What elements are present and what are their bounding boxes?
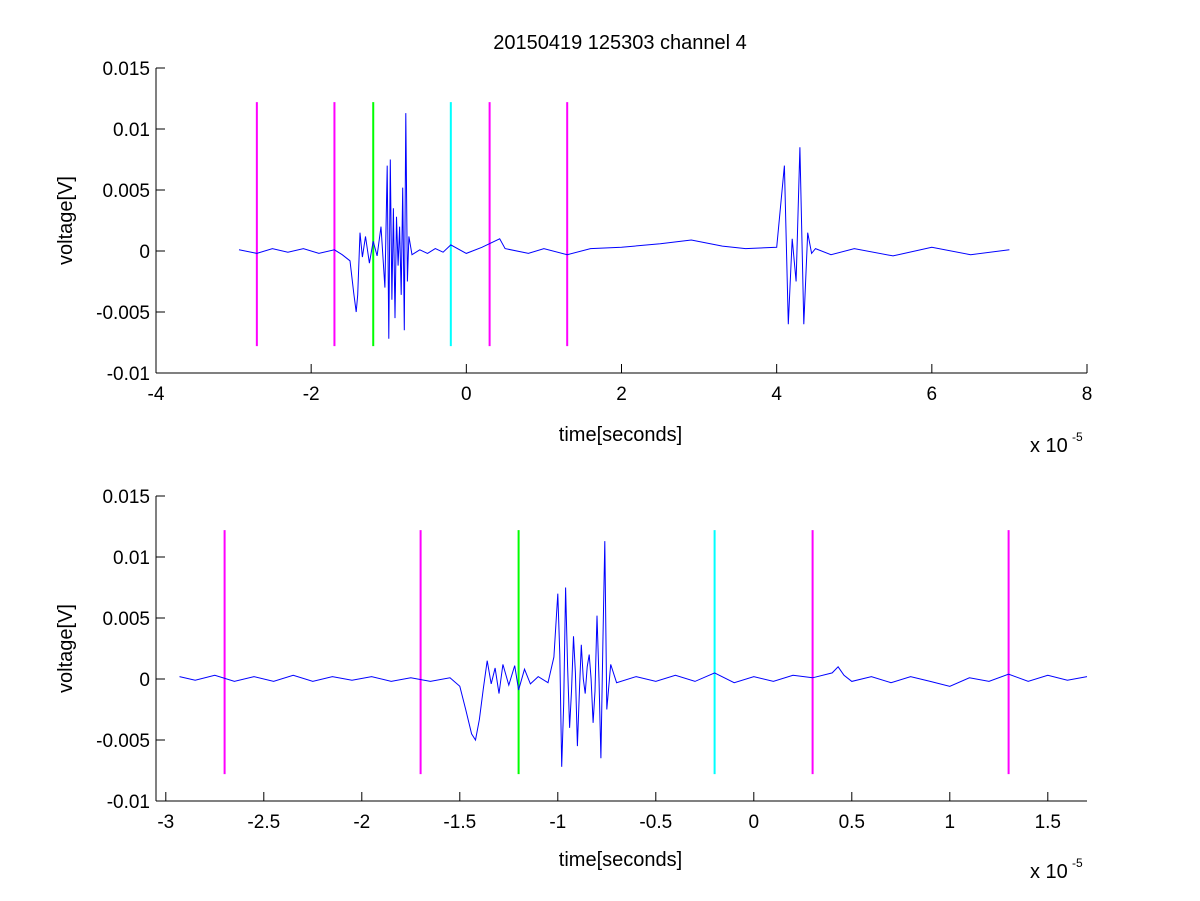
bottom-x-tick-label: -1.5 (443, 812, 476, 833)
bottom-y-axis-label: voltage[V] (55, 604, 77, 693)
plot-top: -4 -2 0 2 4 6 8 -0.01 -0.005 0 0.005 0.01 0.015 time[… (55, 59, 1092, 457)
bottom-y-tick-label: -0.01 (107, 792, 150, 813)
top-x-tick-label: 0 (461, 384, 472, 405)
bottom-x-tick-label: -3 (157, 812, 174, 833)
bottom-x-tick-label: 0.5 (839, 812, 865, 833)
bottom-y-tick-label: -0.005 (96, 731, 150, 752)
top-y-tick-label: 0.005 (102, 181, 150, 202)
bottom-x-tick-label: -1 (549, 812, 566, 833)
bottom-y-tick-label: 0.01 (113, 548, 150, 569)
top-x-tick-label: 2 (616, 384, 627, 405)
bottom-y-tick-label: 0 (139, 670, 150, 691)
top-x-axis-label: time[seconds] (559, 424, 682, 446)
bottom-voltage-trace (179, 541, 1088, 767)
top-voltage-trace (238, 113, 1010, 339)
top-x-multiplier: x 10 (1030, 435, 1068, 457)
bottom-x-tick-label: 1 (945, 812, 956, 833)
bottom-x-multiplier: x 10 (1030, 861, 1068, 883)
top-y-tick-label: 0.01 (113, 120, 150, 141)
top-x-exponent: -5 (1072, 430, 1083, 444)
bottom-x-tick-label: -2.5 (247, 812, 280, 833)
top-x-tick-label: -2 (303, 384, 320, 405)
figure-title: 20150419 125303 channel 4 (493, 32, 747, 54)
top-x-tick-label: 6 (927, 384, 938, 405)
top-y-tick-label: 0.015 (102, 59, 150, 80)
top-x-tick-label: 8 (1082, 384, 1093, 405)
bottom-x-exponent: -5 (1072, 856, 1083, 870)
bottom-y-tick-label: 0.005 (102, 609, 150, 630)
bottom-x-axis-label: time[seconds] (559, 849, 682, 871)
bottom-x-tick-label: 0 (749, 812, 760, 833)
plot-bottom: -3 -2.5 -2 -1.5 -1 -0.5 0 0.5 1 1.5 -0.01 -0.005 0 0.… (55, 487, 1088, 883)
top-y-tick-label: -0.005 (96, 303, 150, 324)
top-x-tick-label: 4 (771, 384, 782, 405)
top-y-tick-label: -0.01 (107, 364, 150, 385)
top-y-tick-label: 0 (139, 242, 150, 263)
bottom-x-tick-label: 1.5 (1035, 812, 1061, 833)
bottom-x-tick-label: -0.5 (639, 812, 672, 833)
bottom-y-tick-label: 0.015 (102, 487, 150, 508)
bottom-x-tick-label: -2 (353, 812, 370, 833)
top-x-tick-label: -4 (148, 384, 165, 405)
top-y-axis-label: voltage[V] (55, 176, 77, 265)
